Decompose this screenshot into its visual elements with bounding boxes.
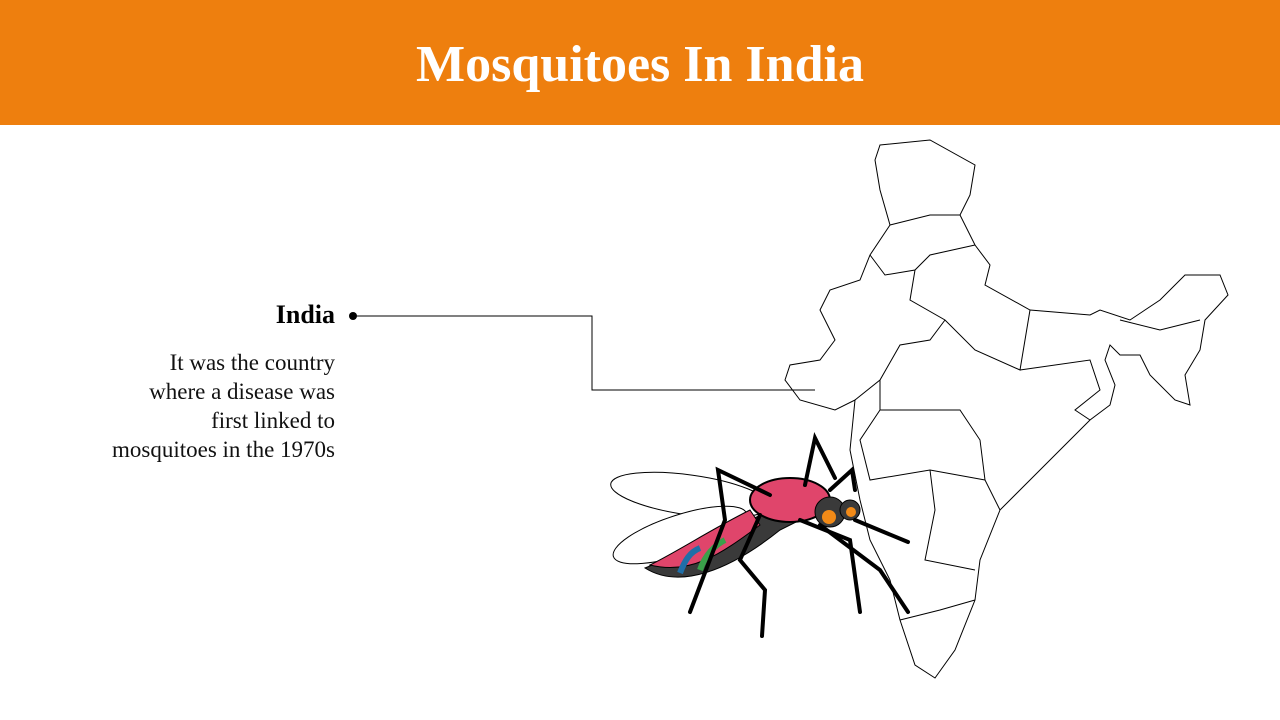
callout-text: It was the country where a disease was f…: [35, 348, 335, 464]
callout-heading: India: [275, 300, 335, 329]
text-line: first linked to: [211, 408, 335, 433]
header-bar: Mosquitoes In India: [0, 0, 1280, 125]
mosquito: [610, 431, 910, 638]
india-map: [784, 139, 1229, 679]
text-line: mosquitoes in the 1970s: [112, 437, 335, 462]
callout-line: [353, 315, 815, 391]
text-line: where a disease was: [149, 379, 335, 404]
title: Mosquitoes In India: [416, 36, 864, 93]
text-line: It was the country: [169, 350, 335, 375]
